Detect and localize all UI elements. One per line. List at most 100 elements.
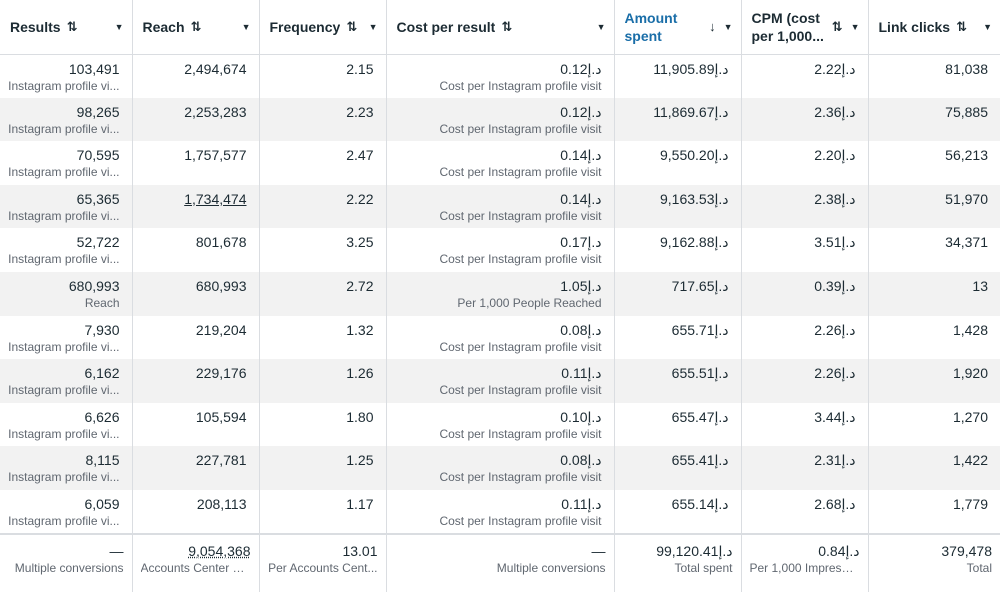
reach-value: 227,781 [195,452,247,469]
results-type: Instagram profile vi... [8,426,120,441]
table-row[interactable]: 6,626 Instagram profile vi... 105,594 1.80 0… [0,402,1000,447]
column-header-cost-per-result[interactable]: Cost per result ⇅ ▼ [386,0,615,55]
table-row[interactable]: 6,162 Instagram profile vi... 229,176 1.26 0… [0,359,1000,403]
table-row[interactable]: 7,930 Instagram profile vi... 219,204 1.32 0… [0,315,1000,360]
cost-per-result-value: 0.10د.إ [560,408,602,425]
chevron-down-icon[interactable]: ▼ [596,21,606,32]
chevron-down-icon[interactable]: ▼ [368,21,378,32]
total-label: Accounts Center ac... [140,560,251,575]
column-header-label: Frequency [269,18,341,35]
chevron-down-icon[interactable]: ▼ [850,21,860,32]
total-value: — [109,542,124,559]
chevron-down-icon[interactable]: ▼ [114,21,124,32]
total-label: Total [966,560,992,575]
chevron-down-icon[interactable]: ▼ [983,21,992,32]
results-type: Reach [84,295,120,310]
cpm-value: 2.68د.إ [814,495,856,512]
column-header-cpm[interactable]: CPM (cost per 1,000... ⇅ ▼ [741,0,869,55]
cost-per-result-type: Cost per Instagram profile visit [439,165,602,180]
chevron-down-icon[interactable]: ▼ [723,21,733,32]
link-clicks-value: 34,371 [945,234,988,251]
table-row[interactable]: 680,993 Reach 680,993 2.72 1.05د.إ Per 1,000 … [0,271,1000,316]
reach-value: 229,176 [195,365,247,382]
link-clicks-value: 1,428 [952,321,988,338]
column-header-label: Cost per result [396,18,496,35]
results-type: Instagram profile vi... [8,208,120,223]
totals-row: — Multiple conversions 9,054,368 Accounts C… [0,532,1000,592]
table-row[interactable]: 65,365 Instagram profile vi... 1,734,474 2.… [0,184,1000,229]
total-value: 9,054,368 [188,542,251,559]
sort-icon[interactable]: ⇅ [190,18,202,34]
cpm-value: 2.26د.إ [814,321,856,338]
header-row: Results ⇅ ▼ Reach ⇅ ▼ Frequency ⇅ ▼ Cost per resu… [0,0,1000,55]
cpm-value: 2.31د.إ [814,452,856,469]
reach-value: 208,113 [196,495,247,512]
link-clicks-value: 75,885 [945,103,988,120]
cost-per-result-type: Cost per Instagram profile visit [439,513,602,528]
column-header-frequency[interactable]: Frequency ⇅ ▼ [259,0,387,55]
cost-per-result-value: 0.08د.إ [560,321,602,338]
total-cost-per-result: — Multiple conversions [386,532,615,592]
results-value: 65,365 [76,190,120,207]
link-clicks-value: 1,920 [952,365,988,382]
table-row[interactable]: 103,491 Instagram profile vi... 2,494,674 2… [0,54,1000,98]
total-value: 379,478 [941,542,992,559]
amount-spent-value: 655.47د.إ [671,408,729,425]
reach-value: 680,993 [195,277,247,294]
column-header-link-clicks[interactable]: Link clicks ⇅ ▼ [868,0,1000,55]
reach-value: 219,204 [195,321,247,338]
sort-icon[interactable]: ⇅ [956,18,967,34]
table-row[interactable]: 52,722 Instagram profile vi... 801,678 3.25… [0,228,1000,272]
frequency-value: 2.15 [346,60,374,77]
chevron-down-icon[interactable]: ▼ [241,21,251,32]
link-clicks-value: 1,270 [952,408,988,425]
amount-spent-value: 717.65د.إ [671,277,729,294]
link-clicks-value: 13 [972,277,988,294]
cpm-value: 0.39د.إ [814,277,856,294]
cpm-value: 3.44د.إ [814,408,856,425]
cost-per-result-type: Cost per Instagram profile visit [439,383,602,398]
column-header-amount-spent[interactable]: Amount spent ↓ ▼ [614,0,742,55]
column-header-reach[interactable]: Reach ⇅ ▼ [132,0,260,55]
link-clicks-value: 51,970 [945,190,988,207]
cost-per-result-type: Cost per Instagram profile visit [439,208,602,223]
total-label: Per 1,000 Impressi... [749,560,860,575]
results-value: 103,491 [68,60,120,77]
total-label: Total spent [674,560,733,575]
amount-spent-value: 655.51د.إ [671,365,729,382]
frequency-value: 1.80 [346,408,374,425]
column-header-results[interactable]: Results ⇅ ▼ [0,0,133,55]
sort-icon[interactable]: ⇅ [346,18,358,34]
amount-spent-value: 655.14د.إ [671,495,729,512]
total-cpm: 0.84د.إ Per 1,000 Impressi... [741,532,869,592]
cost-per-result-value: 0.14د.إ [560,147,602,164]
sort-icon[interactable]: ⇅ [501,18,513,34]
total-link-clicks: 379,478 Total [868,532,1000,592]
amount-spent-value: 655.71د.إ [671,321,729,338]
cost-per-result-type: Cost per Instagram profile visit [439,78,602,93]
sort-icon[interactable]: ⇅ [66,18,78,34]
column-header-label: Reach [142,18,185,35]
table-row[interactable]: 70,595 Instagram profile vi... 1,757,577 2.… [0,141,1000,185]
results-value: 52,722 [76,234,120,251]
table-row[interactable]: 8,115 Instagram profile vi... 227,781 1.25 0… [0,446,1000,490]
sort-icon[interactable]: ⇅ [831,18,843,34]
sort-icon[interactable]: ↓ [709,19,716,35]
reach-value[interactable]: 1,734,474 [184,190,247,207]
results-type: Instagram profile vi... [8,383,120,398]
cost-per-result-value: 0.08د.إ [560,452,602,469]
frequency-value: 2.47 [346,147,374,164]
table-row[interactable]: 6,059 Instagram profile vi... 208,113 1.17 0… [0,489,1000,534]
column-header-label: CPM (cost per 1,000... [751,9,824,44]
table-row[interactable]: 98,265 Instagram profile vi... 2,253,283 2.… [0,97,1000,142]
results-type: Instagram profile vi... [8,78,120,93]
cost-per-result-type: Cost per Instagram profile visit [439,470,602,485]
results-type: Instagram profile vi... [8,165,120,180]
amount-spent-value: 655.41د.إ [671,452,729,469]
total-value: 0.84د.إ [818,542,860,559]
link-clicks-value: 81,038 [945,60,988,77]
results-type: Instagram profile vi... [8,513,120,528]
cost-per-result-value: 0.12د.إ [560,60,602,77]
results-value: 98,265 [76,103,120,120]
